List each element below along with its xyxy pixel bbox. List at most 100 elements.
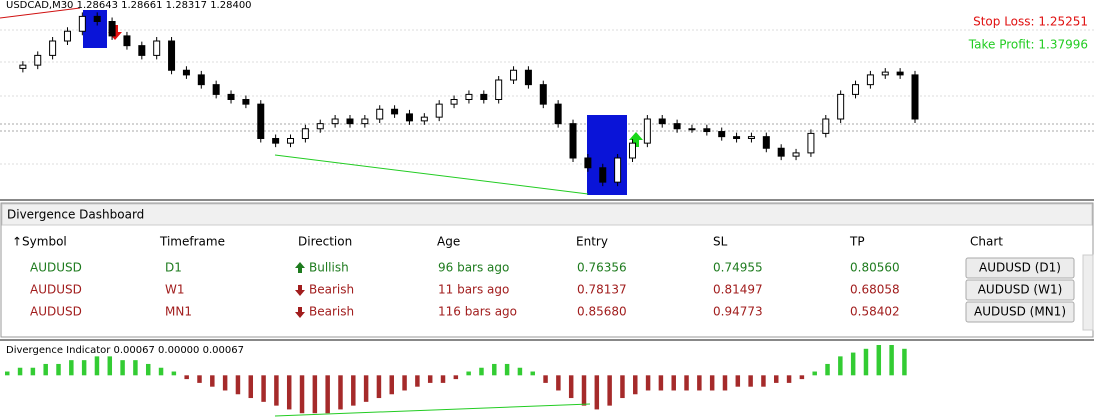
candle <box>792 152 800 157</box>
candle <box>554 103 562 125</box>
histogram-bar <box>568 375 574 399</box>
cell: 0.85680 <box>577 305 627 319</box>
candle <box>465 93 473 101</box>
candle <box>420 116 428 122</box>
chart-button-label[interactable]: AUDUSD (W1) <box>978 283 1063 297</box>
candle <box>569 123 577 159</box>
candle <box>346 118 354 125</box>
chart-button-label[interactable]: AUDUSD (MN1) <box>974 305 1066 319</box>
cell: 0.68058 <box>850 283 900 297</box>
histogram-bar <box>684 375 689 391</box>
histogram-bar <box>774 375 779 383</box>
histogram-bar <box>94 356 100 376</box>
candle <box>138 45 146 56</box>
column-header: ↑Symbol <box>12 235 67 249</box>
histogram-bar <box>748 375 753 387</box>
candle <box>881 71 889 76</box>
candle <box>450 99 458 105</box>
histogram-bar <box>761 375 766 387</box>
candle <box>108 21 116 37</box>
signal-zone <box>587 115 627 195</box>
histogram-bar <box>261 375 266 402</box>
histogram-bar <box>812 371 817 376</box>
histogram-bar <box>107 356 113 376</box>
candle <box>703 128 711 133</box>
histogram-bar <box>235 375 241 395</box>
histogram-bar <box>210 375 215 387</box>
candle <box>212 84 220 95</box>
stop-loss: Stop Loss: 1.25251 <box>973 15 1088 29</box>
cell: AUDUSD <box>30 305 82 319</box>
candle <box>287 138 295 144</box>
cell: 0.76356 <box>577 261 627 275</box>
candle <box>822 118 830 134</box>
histogram-bar <box>389 375 394 395</box>
candle <box>49 40 57 56</box>
cell: 0.78137 <box>577 283 627 297</box>
take-profit: Take Profit: 1.37996 <box>968 38 1088 52</box>
divergence-line <box>0 7 81 19</box>
histogram-bar <box>556 375 561 391</box>
cell: AUDUSD <box>30 261 82 275</box>
histogram-bar <box>56 363 61 376</box>
chart-button-label[interactable]: AUDUSD (D1) <box>979 261 1061 275</box>
candle <box>539 84 547 105</box>
candle <box>361 118 369 125</box>
candle <box>301 128 309 139</box>
cell: Bearish <box>309 305 354 319</box>
candle <box>643 118 651 144</box>
histogram-bar <box>145 363 151 376</box>
cell: AUDUSD <box>30 283 82 297</box>
candle <box>762 136 770 149</box>
dashboard-title: Divergence Dashboard <box>7 208 144 222</box>
histogram-bar <box>30 367 36 376</box>
candle <box>584 157 592 169</box>
histogram-bar <box>735 375 741 387</box>
histogram-bar <box>581 375 587 406</box>
histogram-bar <box>402 375 407 391</box>
histogram-bar <box>633 375 638 395</box>
histogram-bar <box>81 360 87 376</box>
chart-button[interactable] <box>965 301 1075 323</box>
histogram-bar <box>786 375 792 383</box>
candle <box>78 15 86 32</box>
histogram-bar <box>543 375 548 383</box>
cell: 96 bars ago <box>438 261 509 275</box>
histogram-bar <box>530 371 535 376</box>
histogram-bar <box>274 375 279 406</box>
candle <box>19 64 27 69</box>
histogram-bar <box>120 360 125 376</box>
histogram-bar <box>517 367 523 376</box>
chart-button[interactable] <box>965 257 1075 279</box>
cell: 0.58402 <box>850 305 900 319</box>
candle <box>673 123 681 130</box>
candle <box>852 84 860 95</box>
table: ↑Symbol Timeframe Direction Age Entry SL TP Cha… <box>12 235 1075 323</box>
scrollbar[interactable] <box>1082 254 1094 331</box>
direction-arrow <box>295 285 305 296</box>
histogram-bar <box>876 345 882 376</box>
histogram-bar <box>286 375 292 410</box>
histogram-bar <box>299 375 305 414</box>
candle <box>272 138 280 144</box>
histogram-bar <box>620 375 625 399</box>
candle <box>331 118 339 125</box>
histogram-bar <box>69 360 74 376</box>
cell: Bearish <box>309 283 354 297</box>
histogram-bar <box>5 371 10 376</box>
buy-arrow <box>629 132 643 147</box>
histogram-bar <box>479 367 484 376</box>
cell: 116 bars ago <box>438 305 517 319</box>
histogram-bar <box>697 375 702 391</box>
histogram-bar <box>466 371 471 376</box>
candle <box>435 103 443 118</box>
cell: 0.81497 <box>713 283 763 297</box>
histogram-bar <box>171 371 177 376</box>
direction-arrow <box>295 262 305 273</box>
histogram-bar <box>504 363 510 376</box>
histogram-bar <box>440 375 446 383</box>
chart-button[interactable] <box>965 279 1075 301</box>
candle <box>896 71 904 76</box>
column-header: Direction <box>298 235 352 249</box>
